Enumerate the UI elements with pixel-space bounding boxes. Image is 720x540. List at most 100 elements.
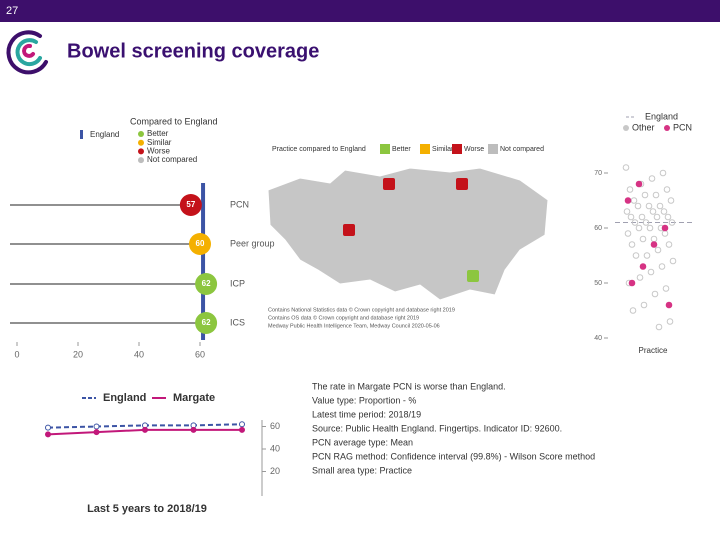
map-note: Medway Public Health Intelligence Team, … [268, 323, 440, 329]
strip-point [667, 197, 675, 204]
x-tick-label: 20 [73, 349, 83, 359]
legend-label: Worse [147, 147, 171, 156]
legend-label: Margate [173, 392, 215, 404]
strip-point [642, 219, 650, 226]
map-note: Contains National Statistics data © Crow… [268, 306, 455, 313]
lollipop-dot [179, 194, 202, 216]
strip-point [650, 235, 658, 243]
legend-label: Not compared [147, 155, 197, 164]
data-label: 62 [202, 318, 211, 327]
series-point [239, 421, 245, 428]
strip-point [634, 202, 642, 210]
strip-point [643, 252, 651, 259]
strip-point [635, 224, 643, 232]
legend-label: Similar [147, 138, 172, 147]
strip-point [653, 213, 661, 221]
strip-point [659, 169, 667, 177]
x-tick-label: 0 [14, 349, 19, 359]
legend-title: Practice compared to England [272, 146, 366, 153]
header-bar [0, 0, 720, 22]
y-tick-label: 40 [270, 443, 280, 453]
data-label: 62 [202, 279, 211, 288]
series-point [239, 426, 245, 433]
legend-swatch [138, 148, 144, 155]
strip-point [654, 246, 662, 254]
x-axis-label: Last 5 years to 2018/19 [87, 503, 207, 515]
series-point [190, 426, 197, 433]
y-tick-label: 20 [270, 466, 280, 476]
y-tick-label: 70 [594, 170, 602, 177]
strip-point [646, 224, 654, 232]
description-line: Small area type: Practice [312, 465, 412, 475]
strip-point [650, 241, 658, 248]
strip-point [658, 263, 666, 270]
strip-point [656, 202, 664, 210]
strip-point [641, 191, 649, 199]
series-point [142, 426, 148, 433]
strip-point [662, 285, 670, 292]
strip-point [669, 257, 677, 265]
legend-label: Better [147, 129, 169, 138]
strip-point [624, 197, 632, 204]
y-tick-label: 50 [594, 280, 602, 287]
map-note: Contains OS data © Crown copyright and d… [268, 314, 419, 321]
strip-point [639, 235, 647, 243]
description-line: The rate in Margate PCN is worse than En… [312, 381, 506, 391]
strip-point [652, 191, 660, 199]
category-label: PCN [230, 199, 249, 209]
legend-swatch [664, 125, 670, 131]
legend-label: Not compared [500, 146, 544, 153]
description-line: Latest time period: 2018/19 [312, 409, 421, 419]
strip-point [627, 213, 635, 221]
strip-point [629, 307, 637, 314]
legend-label: England [90, 130, 119, 139]
strip-point [628, 241, 636, 248]
slide-title: Bowel screening coverage [67, 40, 319, 62]
strip-point [655, 323, 663, 331]
legend-swatch [138, 157, 144, 164]
description-line: PCN average type: Mean [312, 437, 413, 447]
strip-point [661, 230, 669, 237]
x-tick-label: 40 [134, 349, 144, 359]
practice-marker [456, 178, 468, 190]
strip-point [632, 252, 640, 259]
legend-label: PCN [673, 122, 692, 132]
strip-point [626, 186, 634, 193]
series-point [45, 424, 51, 431]
legend-swatch [80, 130, 83, 139]
strip-point [638, 213, 646, 221]
strip-point [640, 301, 648, 309]
practice-marker [467, 270, 479, 282]
description-line: PCN RAG method: Confidence interval (99.… [312, 451, 595, 461]
strip-point [639, 263, 647, 270]
strip-point [623, 208, 631, 215]
legend-label: England [645, 111, 678, 121]
strip-point [660, 208, 668, 215]
strip-point [665, 241, 673, 248]
series-point [93, 423, 100, 430]
strip-point [666, 318, 674, 325]
x-tick-label: 60 [195, 349, 205, 359]
legend-swatch [452, 144, 462, 154]
legend-swatch [488, 144, 498, 154]
strip-point [622, 164, 630, 171]
strip-point [647, 268, 655, 276]
y-tick-label: 40 [594, 335, 602, 342]
data-label: 60 [196, 239, 205, 248]
category-label: ICS [230, 317, 245, 327]
map-area [267, 167, 549, 301]
strip-point [665, 301, 673, 309]
legend-swatch [420, 144, 430, 154]
lollipop-dot [195, 312, 218, 334]
strip-point [648, 175, 656, 182]
legend-swatch [138, 131, 144, 137]
practice-marker [343, 224, 355, 236]
strip-point [635, 180, 643, 188]
strip-point [630, 197, 638, 204]
category-label: ICP [230, 278, 245, 288]
series-point [93, 429, 100, 436]
strip-point [645, 202, 653, 210]
strip-point [661, 224, 669, 232]
legend-title: Compared to England [130, 116, 218, 126]
